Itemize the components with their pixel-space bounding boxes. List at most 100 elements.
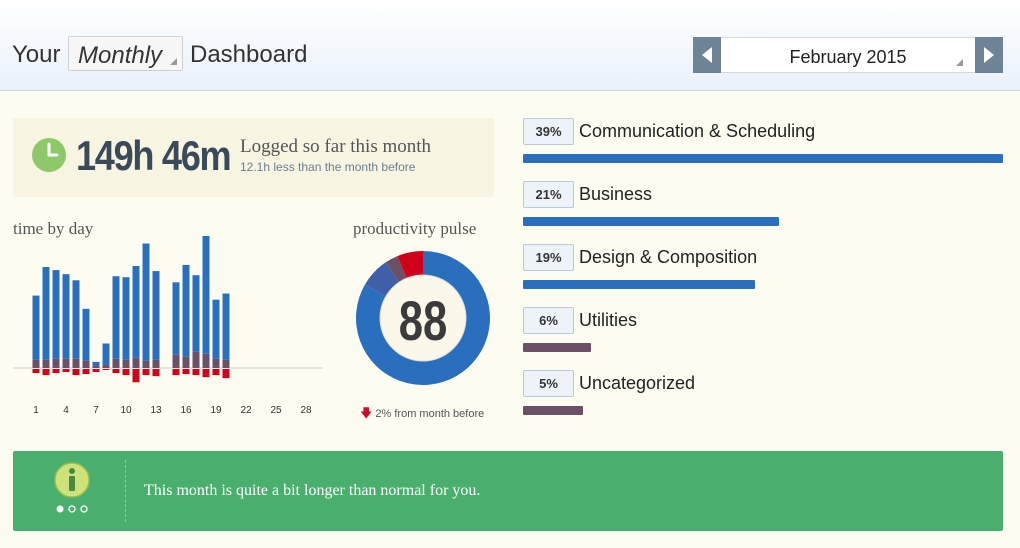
distracting-bar	[212, 369, 220, 376]
banner-divider	[125, 460, 126, 522]
title-prefix: Your	[12, 41, 61, 68]
category-bar	[523, 406, 583, 415]
logged-time-value: 149h 46m	[76, 132, 232, 179]
category-bar	[523, 343, 591, 352]
month-select-value: February 2015	[789, 47, 907, 67]
chevron-right-icon	[984, 47, 994, 63]
neutral-bar	[102, 364, 110, 368]
category-bar	[523, 280, 755, 289]
productive-bar	[42, 267, 50, 360]
distracting-bar	[82, 369, 90, 375]
category-row[interactable]: 6% Utilities	[523, 307, 1003, 357]
productive-bar	[102, 343, 110, 365]
distracting-bar	[122, 369, 130, 376]
x-tick-label: 19	[210, 405, 222, 416]
category-percent: 6%	[523, 307, 574, 334]
productivity-pulse-donut	[356, 251, 490, 385]
productive-bar	[52, 270, 60, 359]
category-row[interactable]: 39% Communication & Scheduling	[523, 118, 1003, 168]
neutral-bar	[142, 360, 150, 368]
x-tick-label: 1	[33, 405, 39, 416]
category-name: Business	[579, 184, 653, 204]
logged-time-comparison: 12.1h less than the month before	[240, 160, 416, 174]
dropdown-arrow-icon	[956, 59, 963, 66]
distracting-bar	[72, 369, 80, 376]
pulse-slice	[385, 256, 407, 283]
time-by-day-title: time by day	[13, 219, 94, 238]
pulse-slice	[397, 251, 423, 279]
distracting-bar	[172, 369, 180, 376]
productive-bar	[132, 266, 140, 358]
productive-bar	[62, 274, 70, 359]
neutral-bar	[182, 356, 190, 368]
distracting-bar	[202, 369, 210, 378]
productive-bar	[142, 243, 150, 361]
pulse-slice	[364, 262, 400, 297]
chevron-left-icon	[702, 47, 712, 63]
neutral-bar	[202, 353, 210, 368]
category-name: Uncategorized	[579, 373, 696, 393]
pulse-change-text: 2% from month before	[375, 408, 485, 420]
neutral-bar	[82, 360, 90, 368]
distracting-bar	[32, 369, 40, 374]
productivity-pulse-score: 88	[398, 289, 448, 352]
month-select[interactable]: February 2015	[721, 37, 975, 73]
distracting-bar	[152, 369, 160, 377]
productive-bar	[32, 295, 40, 360]
title-suffix: Dashboard	[190, 41, 308, 68]
distracting-bar	[182, 369, 190, 375]
distracting-bar	[92, 369, 100, 373]
category-row[interactable]: 21% Business	[523, 181, 1003, 231]
distracting-bar	[102, 369, 110, 371]
category-row[interactable]: 5% Uncategorized	[523, 370, 1003, 420]
neutral-bar	[92, 365, 100, 368]
insight-banner: This month is quite a bit longer than no…	[13, 451, 1003, 531]
productive-bar	[82, 308, 90, 361]
distracting-bar	[42, 369, 50, 376]
x-tick-label: 22	[240, 405, 252, 416]
neutral-bar	[132, 357, 140, 368]
x-tick-label: 25	[270, 405, 282, 416]
clock-icon	[32, 138, 66, 172]
logged-time-label: Logged so far this month	[240, 136, 432, 157]
distracting-bar	[192, 369, 200, 376]
category-percent: 5%	[523, 370, 574, 397]
neutral-bar	[212, 358, 220, 368]
neutral-bar	[52, 358, 60, 368]
header-bar: Your Monthly Dashboard February 2015	[0, 0, 1020, 91]
arrow-down-icon: 🡇	[360, 406, 373, 420]
productive-bar	[92, 361, 100, 366]
neutral-bar	[152, 359, 160, 368]
productivity-pulse: 88	[353, 248, 493, 388]
productive-bar	[222, 293, 230, 360]
category-bar	[523, 154, 1003, 163]
dropdown-arrow-icon	[170, 58, 177, 65]
category-bar	[523, 217, 779, 226]
distracting-bar	[132, 369, 140, 383]
distracting-bar	[62, 369, 70, 373]
neutral-bar	[192, 351, 200, 368]
previous-month-button[interactable]	[693, 37, 721, 73]
category-row[interactable]: 19% Design & Composition	[523, 244, 1003, 294]
pulse-center	[379, 274, 467, 362]
productivity-pulse-title: productivity pulse	[353, 219, 477, 238]
period-select[interactable]: Monthly	[68, 36, 183, 71]
neutral-bar	[222, 359, 230, 368]
productive-bar	[122, 277, 130, 360]
distracting-bar	[142, 369, 150, 376]
x-tick-label: 16	[180, 405, 192, 416]
x-tick-label: 7	[93, 405, 99, 416]
productive-bar	[182, 264, 190, 357]
category-name: Utilities	[579, 310, 638, 330]
pager-dots[interactable]	[56, 504, 90, 514]
pulse-change: 🡇 2% from month before	[360, 404, 484, 425]
x-tick-label: 13	[150, 405, 162, 416]
next-month-button[interactable]	[975, 37, 1003, 73]
category-percent: 21%	[523, 181, 574, 208]
neutral-bar	[112, 358, 120, 368]
productive-bar	[192, 275, 200, 352]
neutral-bar	[122, 359, 130, 368]
time-by-day-chart: 1 4 7 10 13 16 19 22 25 28	[13, 236, 323, 416]
banner-message: This month is quite a bit longer than no…	[144, 482, 481, 499]
x-tick-label: 4	[63, 405, 69, 416]
